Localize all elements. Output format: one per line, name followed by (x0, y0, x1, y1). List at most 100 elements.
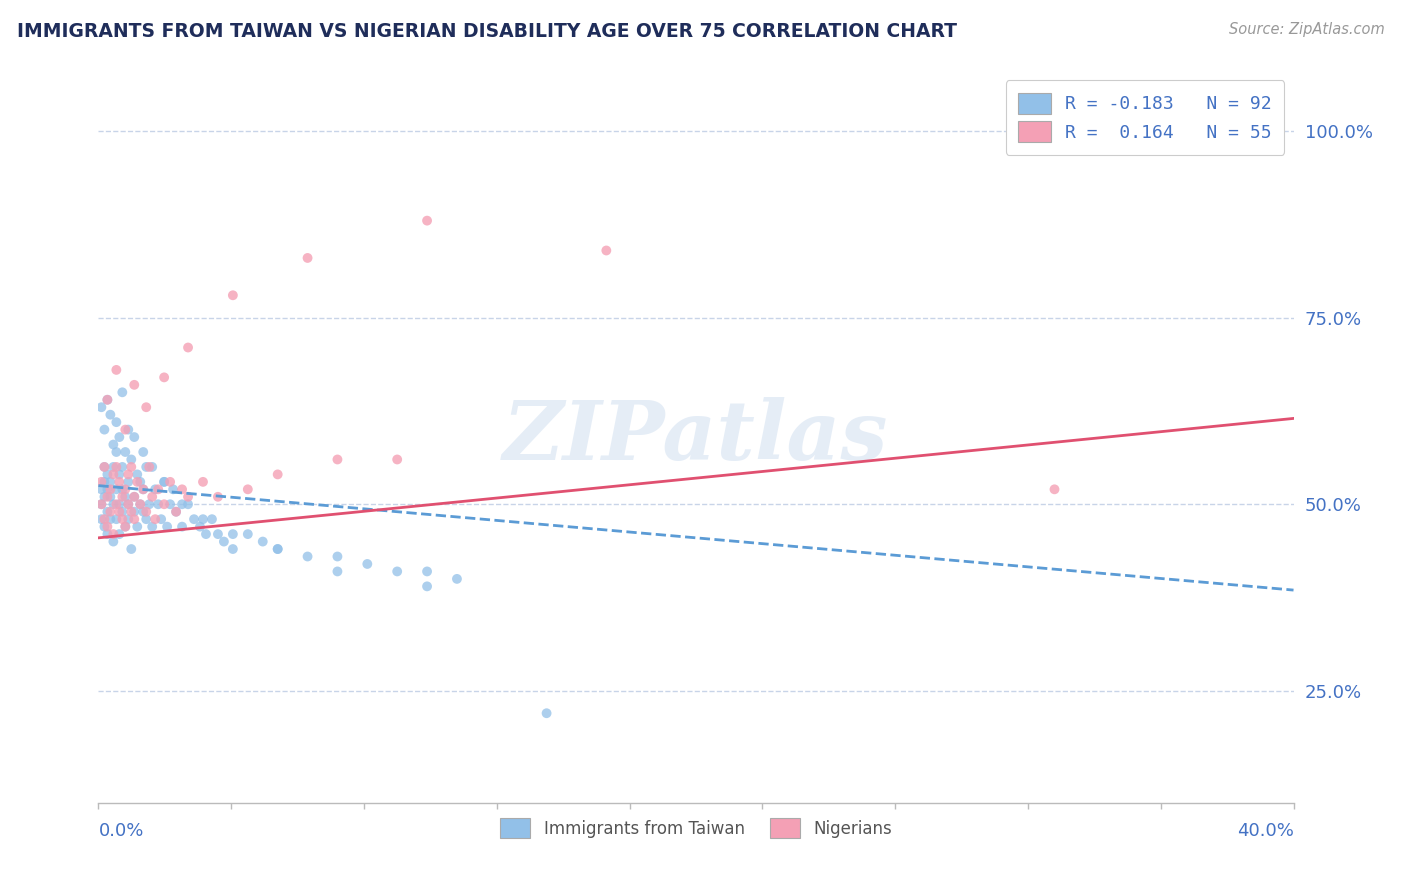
Point (356, 557, 378, 571)
Point (93, 459, 115, 474)
Point (98, 483, 122, 497)
Point (267, 467, 290, 482)
Point (191, 512, 214, 526)
Point (105, 459, 128, 474)
Point (103, 497, 125, 511)
Point (111, 505, 134, 519)
Point (132, 483, 155, 497)
Point (117, 497, 139, 511)
Text: 0.0%: 0.0% (98, 822, 143, 839)
Point (117, 512, 139, 526)
Point (236, 527, 259, 541)
Point (98, 475, 122, 489)
Point (120, 452, 142, 467)
Point (90, 512, 112, 526)
Point (117, 497, 139, 511)
Point (114, 519, 136, 533)
Point (297, 549, 319, 564)
Point (124, 377, 146, 392)
Point (172, 519, 194, 533)
Point (201, 512, 224, 526)
Point (153, 370, 176, 384)
Point (108, 505, 131, 519)
Point (90, 497, 112, 511)
Point (108, 527, 131, 541)
Point (416, 213, 439, 227)
Point (135, 459, 157, 474)
Point (159, 475, 181, 489)
Point (96, 519, 118, 533)
Point (267, 542, 290, 557)
Point (135, 401, 157, 415)
Point (124, 490, 146, 504)
Point (326, 565, 349, 579)
Point (177, 341, 200, 355)
Point (222, 527, 245, 541)
Point (191, 475, 214, 489)
Point (326, 452, 349, 467)
Point (111, 490, 134, 504)
Point (267, 542, 290, 557)
Point (93, 459, 115, 474)
Point (143, 512, 166, 526)
Point (177, 490, 200, 504)
Point (129, 497, 152, 511)
Point (108, 497, 131, 511)
Point (105, 483, 128, 497)
Point (103, 534, 125, 549)
Text: IMMIGRANTS FROM TAIWAN VS NIGERIAN DISABILITY AGE OVER 75 CORRELATION CHART: IMMIGRANTS FROM TAIWAN VS NIGERIAN DISAB… (17, 22, 957, 41)
Point (150, 512, 173, 526)
Point (188, 519, 211, 533)
Point (124, 512, 146, 526)
Point (98, 512, 122, 526)
Point (111, 385, 134, 400)
Point (108, 430, 131, 444)
Point (143, 483, 166, 497)
Point (103, 437, 125, 451)
Point (385, 452, 409, 467)
Point (183, 512, 205, 526)
Point (93, 512, 115, 526)
Point (127, 467, 149, 482)
Point (127, 519, 149, 533)
Point (207, 527, 229, 541)
Text: 40.0%: 40.0% (1237, 822, 1294, 839)
Point (120, 459, 142, 474)
Point (162, 483, 184, 497)
Point (165, 505, 187, 519)
Point (212, 534, 235, 549)
Point (111, 459, 134, 474)
Point (446, 572, 468, 586)
Point (105, 512, 128, 526)
Point (132, 505, 155, 519)
Point (114, 483, 136, 497)
Point (141, 490, 163, 504)
Point (114, 519, 136, 533)
Text: Source: ZipAtlas.com: Source: ZipAtlas.com (1229, 22, 1385, 37)
Point (96, 392, 118, 407)
Point (124, 430, 146, 444)
Point (114, 490, 136, 504)
Point (252, 534, 274, 549)
Point (90, 483, 112, 497)
Point (96, 467, 118, 482)
Point (105, 497, 128, 511)
Point (172, 497, 194, 511)
Point (132, 445, 155, 459)
Point (236, 483, 259, 497)
Point (222, 288, 245, 302)
Point (536, 706, 558, 721)
Point (165, 505, 187, 519)
Legend: Immigrants from Taiwan, Nigerians: Immigrants from Taiwan, Nigerians (489, 806, 903, 849)
Point (129, 475, 152, 489)
Point (108, 467, 131, 482)
Point (153, 497, 176, 511)
Point (120, 505, 142, 519)
Point (90, 497, 112, 511)
Point (153, 475, 176, 489)
Point (416, 579, 439, 593)
Point (98, 505, 122, 519)
Point (108, 475, 131, 489)
Point (103, 459, 125, 474)
Point (96, 490, 118, 504)
